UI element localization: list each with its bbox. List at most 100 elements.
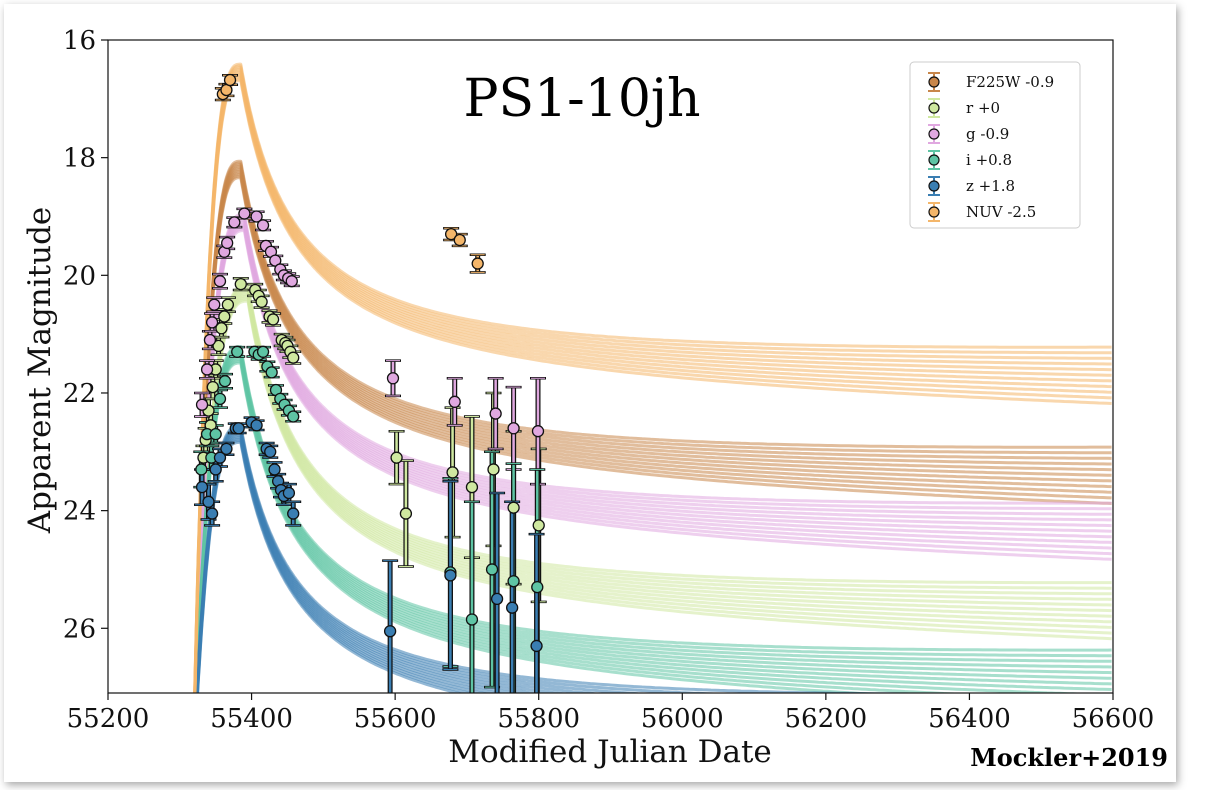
data-point-series-2 xyxy=(250,210,263,223)
data-point-series-5 xyxy=(453,233,466,247)
data-point-series-4 xyxy=(209,463,222,476)
data-point-series-2 xyxy=(386,372,400,385)
model-curve-0 xyxy=(193,166,1112,693)
data-point-series-1 xyxy=(234,277,247,291)
chart-title: PS1-10jh xyxy=(463,69,700,129)
model-curve-0 xyxy=(193,159,1112,693)
x-tick-label: 56000 xyxy=(641,704,724,734)
data-point-series-1 xyxy=(507,501,520,514)
data-point-series-3 xyxy=(231,345,244,358)
legend-marker xyxy=(928,154,940,166)
data-point-series-1 xyxy=(215,322,228,335)
data-point-series-1 xyxy=(255,295,268,308)
model-curve-2 xyxy=(194,229,1112,693)
data-point-series-1 xyxy=(465,480,479,494)
figure-frame: 55200 55400 55600 55800 56000 56200 56400 56600… xyxy=(4,4,1176,782)
y-tick-label: 20 xyxy=(63,261,96,291)
x-tick-label: 55400 xyxy=(210,704,293,734)
y-tick-label: 26 xyxy=(63,614,96,644)
model-curve-0 xyxy=(193,167,1112,693)
data-point-series-3 xyxy=(507,575,520,588)
legend-marker xyxy=(928,102,940,114)
data-point-series-5 xyxy=(220,83,233,97)
data-point-series-4 xyxy=(282,486,296,500)
model-curve-0 xyxy=(193,164,1112,693)
y-axis-label: Apparent Magnitude xyxy=(22,207,58,535)
x-tick-label: 55800 xyxy=(497,704,580,734)
x-axis-label: Modified Julian Date xyxy=(448,734,772,770)
y-tick-label: 16 xyxy=(63,26,96,56)
x-axis-ticks: 55200 55400 55600 55800 56000 56200 56400 56600 xyxy=(67,693,1155,734)
y-tick-label: 22 xyxy=(63,379,96,409)
y-tick-label: 18 xyxy=(63,144,96,174)
data-point-series-4 xyxy=(530,639,543,653)
legend-marker xyxy=(928,128,940,140)
data-point-series-3 xyxy=(195,463,208,476)
data-point-series-4 xyxy=(490,592,504,606)
data-point-series-4 xyxy=(205,507,219,520)
x-tick-label: 56400 xyxy=(928,704,1011,734)
legend-label: g -0.9 xyxy=(966,125,1009,143)
data-point-series-3 xyxy=(265,366,278,379)
data-point-series-2 xyxy=(200,363,214,376)
legend-label: NUV -2.5 xyxy=(966,203,1036,221)
data-point-series-2 xyxy=(238,207,251,220)
data-point-series-2 xyxy=(531,425,545,438)
data-point-series-4 xyxy=(506,601,519,614)
legend: F225W -0.9 r +0 g -0.9 i +0.8 z +1.8 NUV -2.5 xyxy=(909,61,1081,229)
data-point-series-2 xyxy=(195,398,209,411)
data-point-series-1 xyxy=(266,313,280,326)
data-point-series-5 xyxy=(223,73,237,87)
legend-label: i +0.8 xyxy=(966,151,1012,169)
data-point-series-1 xyxy=(287,351,300,364)
data-point-series-4 xyxy=(444,569,457,582)
data-point-series-3 xyxy=(287,410,300,423)
x-tick-label: 55200 xyxy=(67,704,150,734)
data-point-series-4 xyxy=(213,451,227,464)
model-curve-0 xyxy=(193,172,1112,693)
data-point-series-3 xyxy=(531,580,544,594)
data-point-series-4 xyxy=(202,495,215,508)
data-point-series-2 xyxy=(285,275,298,288)
x-tick-label: 55600 xyxy=(354,704,437,734)
data-point-series-1 xyxy=(221,298,235,311)
model-curve-0 xyxy=(193,176,1112,693)
data-point-series-4 xyxy=(220,442,233,456)
data-point-series-3 xyxy=(209,428,222,441)
model-curve-5 xyxy=(193,62,1112,693)
legend-label: F225W -0.9 xyxy=(966,73,1054,91)
data-point-series-1 xyxy=(399,507,413,520)
data-point-series-3 xyxy=(218,375,232,388)
data-point-series-3 xyxy=(465,613,479,626)
model-curve-1 xyxy=(195,299,1112,693)
data-point-series-2 xyxy=(205,316,219,329)
data-point-series-2 xyxy=(213,275,227,288)
model-curve-4 xyxy=(196,440,464,693)
x-tick-label: 56600 xyxy=(1072,704,1155,734)
y-axis-ticks: 16 18 20 22 24 26 xyxy=(63,26,108,644)
model-curve-5 xyxy=(193,79,1112,693)
legend-label: z +1.8 xyxy=(966,177,1015,195)
data-point-series-2 xyxy=(221,236,234,250)
plot-border xyxy=(107,39,1114,694)
legend-box xyxy=(909,61,1081,229)
data-point-series-1 xyxy=(218,310,231,323)
data-point-series-5 xyxy=(444,227,458,241)
data-point-series-4 xyxy=(250,419,263,432)
data-point-series-3 xyxy=(256,345,270,358)
model-curve-5 xyxy=(193,67,1112,693)
data-point-series-1 xyxy=(532,519,545,532)
model-curve-4 xyxy=(195,434,523,693)
data-point-series-2 xyxy=(256,219,270,232)
data-point-series-4 xyxy=(383,625,397,638)
data-point-series-1 xyxy=(212,339,225,353)
legend-label: r +0 xyxy=(966,99,1000,117)
data-point-series-1 xyxy=(487,463,500,476)
legend-marker xyxy=(928,206,940,218)
x-tick-label: 56200 xyxy=(784,704,867,734)
data-point-series-1 xyxy=(206,380,219,394)
data-point-series-1 xyxy=(390,451,403,464)
data-point-series-2 xyxy=(228,216,241,229)
data-point-series-5 xyxy=(471,257,484,270)
light-curve-chart: 55200 55400 55600 55800 56000 56200 56400 56600… xyxy=(22,26,1168,772)
